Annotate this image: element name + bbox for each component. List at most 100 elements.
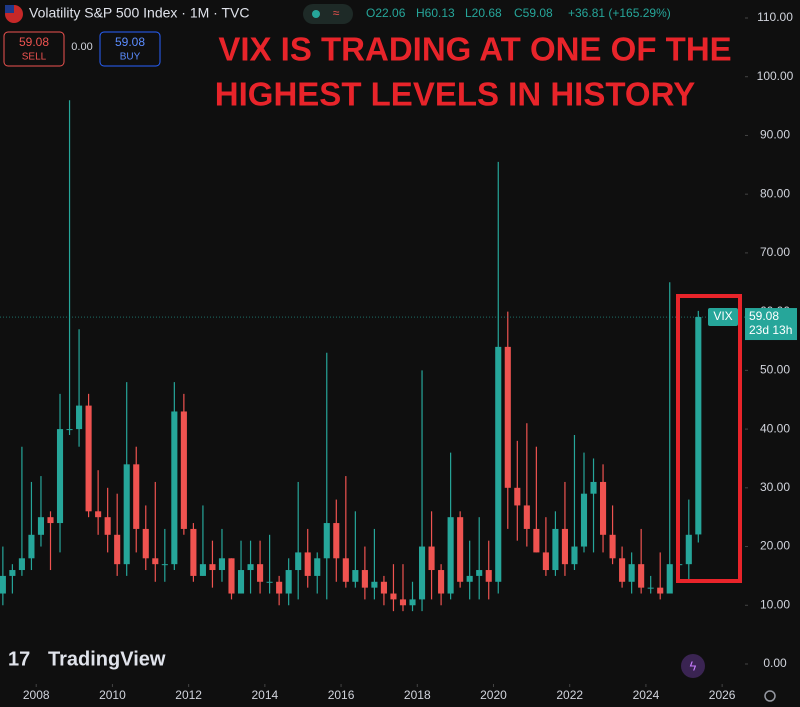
candle-body <box>504 346 511 488</box>
candle-body <box>0 575 6 594</box>
candle-body <box>390 593 397 600</box>
lightning-icon: ϟ <box>690 658 697 673</box>
candle-body <box>171 411 178 565</box>
x-tick-label: 2014 <box>251 688 278 702</box>
flag-canton <box>5 5 14 13</box>
lightning-button[interactable] <box>681 654 705 678</box>
x-tick-label: 2018 <box>404 688 431 702</box>
candle-body <box>666 564 673 594</box>
candle-body <box>600 481 607 535</box>
buy-button[interactable] <box>99 31 161 67</box>
y-tick-label: 20.00 <box>760 539 790 553</box>
candle-body <box>447 517 454 594</box>
candle-body <box>428 546 435 571</box>
status-pill[interactable] <box>303 4 353 24</box>
y-tick-label: 90.00 <box>760 128 790 142</box>
candle-body <box>47 517 54 524</box>
y-tick-label: 50.00 <box>760 363 790 377</box>
ohlc-open: O22.06 <box>366 6 406 20</box>
candle-body <box>123 464 130 565</box>
y-tick-label: 0.00 <box>763 656 787 670</box>
candle-body <box>628 564 635 582</box>
candle-body <box>657 587 664 594</box>
status-dot <box>312 10 320 18</box>
candle-body <box>323 523 330 559</box>
candle-body <box>190 528 197 576</box>
candle-body <box>342 558 349 582</box>
logo-mark: 17 <box>8 648 30 670</box>
candle-body <box>95 511 102 518</box>
candle-body <box>695 317 702 535</box>
candle-body <box>399 599 407 606</box>
candle-body <box>609 534 616 559</box>
candle-body <box>371 581 378 588</box>
candle-body <box>295 552 302 571</box>
candle-body <box>285 570 292 594</box>
candle-body <box>161 564 168 566</box>
candle-body <box>133 464 140 529</box>
spread: 0.00 <box>71 41 92 53</box>
candle-body <box>619 558 626 582</box>
candle-body <box>485 570 492 582</box>
candle-body <box>18 558 25 571</box>
candle-body <box>266 581 273 583</box>
settings-icon[interactable] <box>764 690 776 702</box>
candle-body <box>418 546 426 600</box>
symbol-title: Volatility S&P 500 Index · 1M · TVC <box>29 5 249 21</box>
candle-body <box>647 587 654 589</box>
candle-body <box>37 517 45 535</box>
candle-body <box>76 405 83 430</box>
candle-body <box>685 534 692 565</box>
candle-body <box>495 346 502 582</box>
price-tag <box>745 308 797 341</box>
ohlc-close: C59.08 <box>514 6 553 20</box>
candle-body <box>561 528 568 565</box>
candle-body <box>590 481 597 494</box>
candle-body <box>228 558 235 594</box>
ohlc-high: H60.13 <box>416 6 455 20</box>
candle-body <box>9 570 16 576</box>
candle-body <box>152 558 159 565</box>
buy-label: BUY <box>120 52 141 63</box>
candle-body <box>237 570 245 594</box>
candle-body <box>466 575 473 582</box>
y-tick-label: 110.00 <box>757 10 793 24</box>
candle-body <box>552 528 559 571</box>
candle-body <box>380 581 387 594</box>
y-tick-label: 80.00 <box>760 186 790 200</box>
candle-body <box>333 523 340 559</box>
series-tag <box>708 308 738 327</box>
ohlc-low: L20.68 <box>465 6 502 20</box>
series-tag-label: VIX <box>713 309 732 323</box>
sell-label: SELL <box>22 52 47 63</box>
x-tick-label: 2026 <box>709 688 736 702</box>
candle-body <box>638 564 645 588</box>
sell-price: 59.08 <box>19 35 49 49</box>
x-tick-label: 2010 <box>99 688 126 702</box>
candle-body <box>304 552 311 576</box>
candle-body <box>314 558 321 576</box>
candle-body <box>247 564 254 571</box>
headline-line-1: VIX IS TRADING AT ONE OF THE <box>218 31 731 68</box>
candle-body <box>28 534 35 559</box>
headline-line-2: HIGHEST LEVELS IN HISTORY <box>215 76 695 113</box>
buy-price: 59.08 <box>115 35 145 49</box>
candle-body <box>457 517 464 582</box>
candle-body <box>580 493 588 547</box>
ohlc-legend: O22.06 H60.13 L20.68 C59.08 +36.81 (+165… <box>366 6 671 20</box>
candle-body <box>361 570 368 588</box>
candle-body <box>514 487 521 506</box>
candle-body <box>56 429 64 524</box>
candle-body <box>571 546 578 565</box>
candle-body <box>257 564 264 582</box>
logo-text: TradingView <box>48 648 166 670</box>
candle-body <box>199 564 206 576</box>
candle-body <box>409 599 416 606</box>
y-tick-label: 70.00 <box>760 245 790 259</box>
y-tick-label: 40.00 <box>760 421 790 435</box>
sell-button[interactable] <box>3 31 65 67</box>
price-tag-countdown: 23d 13h <box>749 323 792 337</box>
candle-body <box>533 528 540 553</box>
